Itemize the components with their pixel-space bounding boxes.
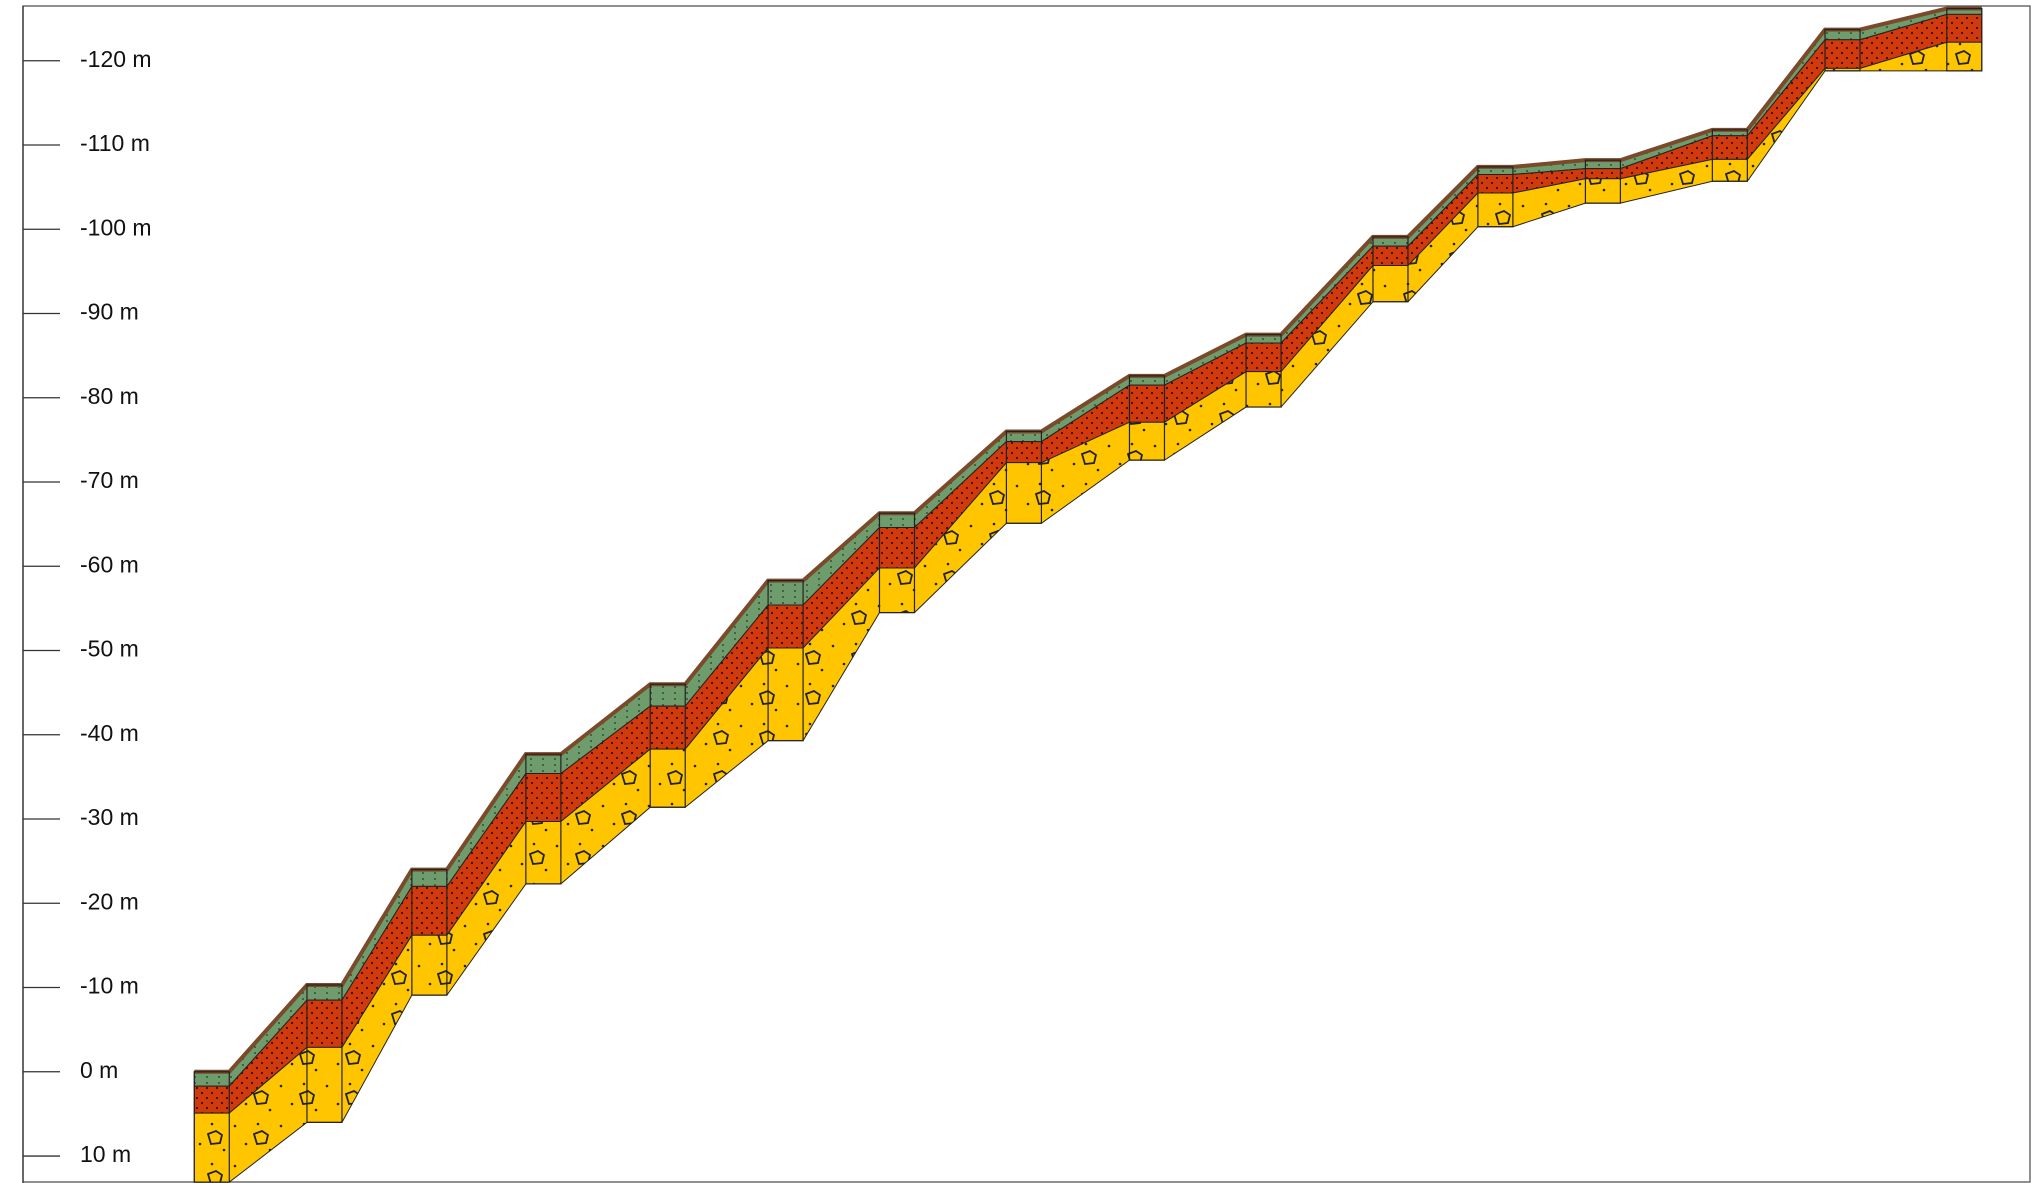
y-tick-label: -100 m: [80, 214, 152, 240]
y-tick-label: -30 m: [80, 804, 139, 830]
y-tick-label: -70 m: [80, 467, 139, 493]
y-tick-label: 0 m: [80, 1057, 118, 1083]
y-tick-label: -80 m: [80, 383, 139, 409]
y-tick-label: -10 m: [80, 973, 139, 999]
y-tick-label: -110 m: [80, 130, 150, 156]
y-tick-label: -90 m: [80, 299, 139, 325]
chart: -120 m -110 m -100 m -90 m -80 m -70 m -60 m -5…: [0, 0, 2031, 1183]
layer-pattern: [194, 42, 1982, 1182]
layer: [194, 42, 1982, 1182]
y-tick-label: -20 m: [80, 888, 139, 914]
y-tick-label: -120 m: [80, 46, 152, 72]
y-tick-label: -60 m: [80, 551, 139, 577]
y-tick-label: 10 m: [80, 1141, 131, 1167]
y-tick-label: -40 m: [80, 720, 139, 746]
y-tick-label: -50 m: [80, 636, 139, 662]
